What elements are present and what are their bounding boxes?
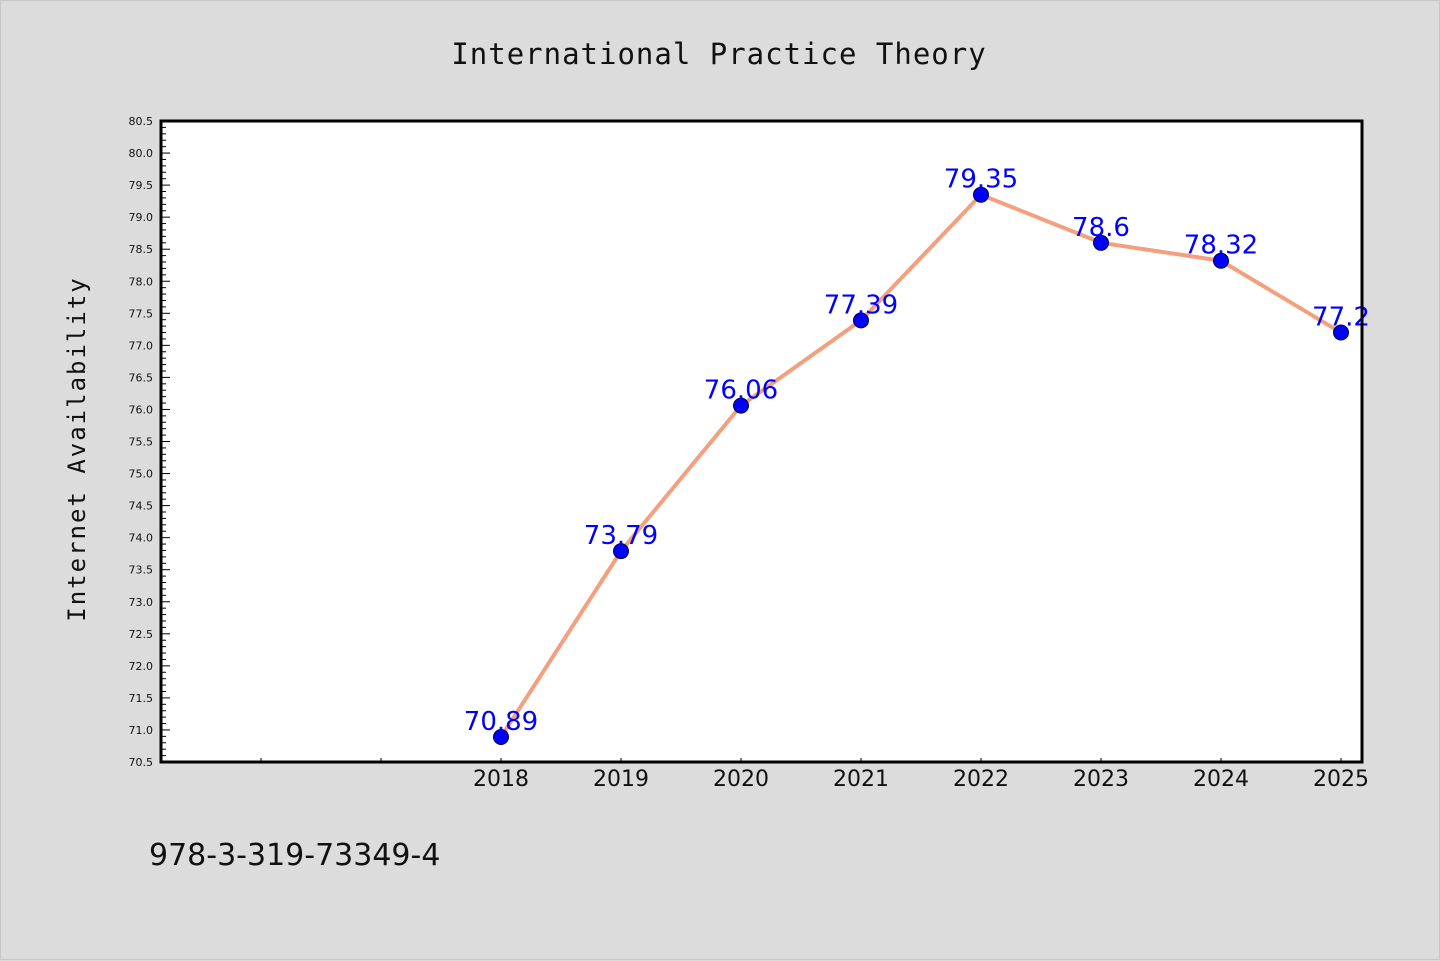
data-point [1093, 234, 1109, 251]
y-tick-label: 70.5 [129, 756, 154, 769]
data-point [1213, 252, 1229, 269]
y-tick-label: 76.5 [129, 371, 154, 384]
y-tick-label: 73.0 [129, 596, 154, 609]
y-tick-label: 71.0 [129, 724, 154, 737]
y-tick-label: 79.0 [129, 211, 154, 224]
plot-area [161, 121, 1362, 762]
isbn-label: 978-3-319-73349-4 [149, 838, 440, 873]
y-tick-label: 72.0 [129, 660, 154, 673]
data-label: 73.79 [584, 521, 658, 551]
y-tick-label: 71.5 [129, 692, 154, 705]
data-label: 76.06 [704, 376, 778, 406]
y-tick-label: 73.5 [129, 564, 154, 577]
data-point [493, 729, 509, 746]
x-tick-label: 2022 [953, 767, 1009, 792]
data-label: 79.35 [944, 165, 1018, 195]
x-tick-label: 2023 [1073, 767, 1129, 792]
y-tick-label: 74.5 [129, 500, 154, 513]
y-tick-label: 74.0 [129, 532, 154, 545]
series-internet-availability: 70.89 73.79 76.06 77.39 79.35 78.6 78.32 77.2 [464, 165, 1370, 746]
x-tick-label: 2021 [833, 767, 889, 792]
y-tick-label: 76.0 [129, 403, 154, 416]
y-tick-label: 78.0 [129, 275, 154, 288]
data-label: 77.39 [824, 290, 898, 320]
x-tick-label: 2024 [1193, 767, 1249, 792]
y-tick-label: 80.5 [129, 115, 154, 128]
data-label: 78.6 [1072, 213, 1130, 243]
y-tick-label: 77.5 [129, 307, 154, 320]
x-tick-label: 2020 [713, 767, 769, 792]
series-line [499, 192, 1343, 739]
data-point [1333, 324, 1349, 341]
plot-frame [159, 119, 1364, 764]
y-tick-label: 79.5 [129, 179, 154, 192]
data-point [733, 397, 749, 414]
y-tick-label: 75.5 [129, 436, 154, 449]
x-tick-label: 2019 [593, 767, 649, 792]
x-axis: 2018 2019 2020 2021 2022 2023 2024 2025 [260, 758, 1369, 792]
data-point [973, 186, 989, 203]
y-tick-label: 80.0 [129, 147, 154, 160]
y-tick-label: 72.5 [129, 628, 154, 641]
y-tick-label: 78.5 [129, 243, 154, 256]
y-tick-label: 77.0 [129, 339, 154, 352]
y-axis: 70.5 71.0 71.5 72.0 72.5 73.0 73.5 74.0 74.5 75.0… [129, 115, 170, 769]
y-tick-label: 75.0 [129, 468, 154, 481]
x-tick-label: 2018 [473, 767, 529, 792]
chart-title: International Practice Theory [451, 37, 986, 71]
data-point [613, 543, 629, 560]
y-axis-label: Internet Availability [63, 276, 91, 621]
data-label: 77.2 [1312, 303, 1370, 333]
data-label: 70.89 [464, 707, 538, 737]
data-point [853, 312, 869, 329]
data-label: 78.32 [1184, 231, 1258, 261]
x-tick-label: 2025 [1313, 767, 1369, 792]
